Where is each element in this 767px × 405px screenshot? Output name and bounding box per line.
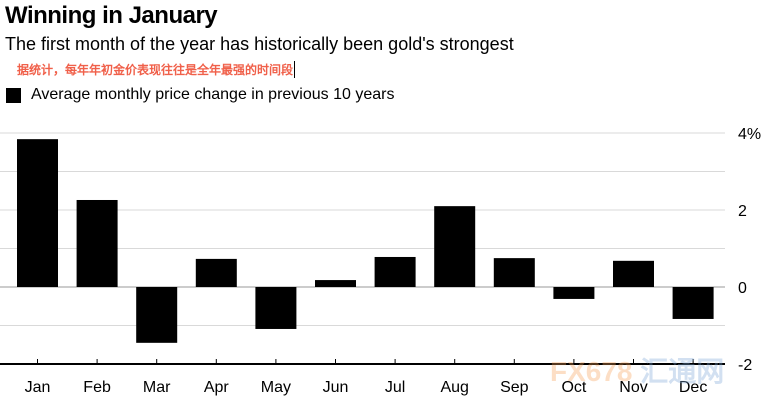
chart-subtitle: The first month of the year has historic… xyxy=(5,34,514,54)
x-tick-label: Nov xyxy=(619,379,647,396)
x-tick-label: Jul xyxy=(385,379,405,396)
y-tick-label: 2 xyxy=(738,203,747,220)
x-tick-label: May xyxy=(261,379,291,396)
chinese-note: 据统计，每年年初金价表现往往是全年最强的时间段 xyxy=(17,61,296,78)
legend-swatch xyxy=(6,87,21,103)
bar-aug xyxy=(434,206,476,287)
x-tick-label: Dec xyxy=(679,379,707,396)
x-tick-label: Jun xyxy=(323,379,349,396)
bar-mar xyxy=(136,287,178,343)
y-tick-label: 0 xyxy=(738,280,747,297)
bar-jun xyxy=(315,280,356,287)
bar-jan xyxy=(17,139,58,287)
bar-oct xyxy=(553,287,595,299)
watermark: FX678 汇通网 xyxy=(550,356,725,387)
x-tick-label: Oct xyxy=(561,379,586,396)
x-tick-label: Aug xyxy=(440,379,468,396)
bar-dec xyxy=(672,287,714,319)
legend: Average monthly price change in previous… xyxy=(6,86,394,104)
y-tick-label: 4% xyxy=(738,126,761,143)
x-tick-label: Feb xyxy=(83,379,111,396)
x-tick-label: Jan xyxy=(25,379,51,396)
bar-jul xyxy=(374,256,416,287)
bar-nov xyxy=(613,260,654,287)
bar-apr xyxy=(195,258,237,287)
bar-may xyxy=(255,287,297,329)
x-tick-label: Sep xyxy=(500,379,529,396)
x-tick-label: Mar xyxy=(143,379,171,396)
bar-feb xyxy=(76,199,118,287)
bar-sep xyxy=(493,258,535,287)
chart-title: Winning in January xyxy=(5,2,218,29)
y-tick-label: -2 xyxy=(738,357,752,374)
x-tick-label: Apr xyxy=(204,379,230,396)
legend-label: Average monthly price change in previous… xyxy=(31,86,395,103)
